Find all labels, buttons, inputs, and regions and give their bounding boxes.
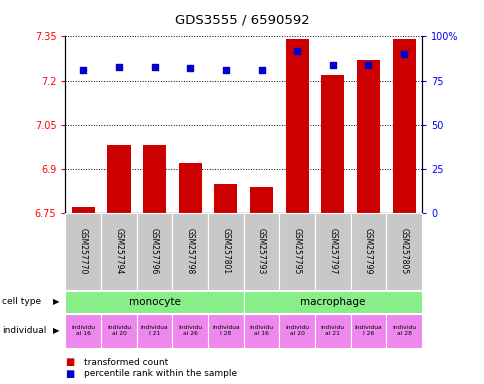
Text: GSM257801: GSM257801 xyxy=(221,228,230,275)
Text: percentile rank within the sample: percentile rank within the sample xyxy=(84,369,237,378)
Text: ▶: ▶ xyxy=(52,297,59,306)
Text: individu
al 26: individu al 26 xyxy=(178,325,202,336)
Bar xyxy=(107,146,130,213)
Text: macrophage: macrophage xyxy=(300,297,365,307)
Text: individu
al 28: individu al 28 xyxy=(392,325,415,336)
Bar xyxy=(143,146,166,213)
Point xyxy=(151,63,158,70)
Text: individu
al 16: individu al 16 xyxy=(249,325,273,336)
Text: individu
al 20: individu al 20 xyxy=(107,325,131,336)
Text: GSM257770: GSM257770 xyxy=(78,228,88,275)
Text: GSM257797: GSM257797 xyxy=(328,228,337,275)
Point xyxy=(399,51,407,57)
Bar xyxy=(320,75,344,213)
Bar xyxy=(178,163,201,213)
Point xyxy=(364,62,372,68)
Text: individu
al 21: individu al 21 xyxy=(320,325,344,336)
Text: individual: individual xyxy=(2,326,46,335)
Text: individua
l 28: individua l 28 xyxy=(212,325,239,336)
Text: ▶: ▶ xyxy=(52,326,59,335)
Bar xyxy=(392,40,415,213)
Text: individu
al 16: individu al 16 xyxy=(71,325,95,336)
Text: transformed count: transformed count xyxy=(84,358,168,367)
Point xyxy=(222,67,229,73)
Text: individua
l 26: individua l 26 xyxy=(354,325,381,336)
Text: cell type: cell type xyxy=(2,297,42,306)
Text: GSM257798: GSM257798 xyxy=(185,228,195,275)
Text: GSM257805: GSM257805 xyxy=(399,228,408,275)
Point xyxy=(293,48,301,54)
Point xyxy=(328,62,336,68)
Text: individua
l 21: individua l 21 xyxy=(140,325,168,336)
Text: GSM257793: GSM257793 xyxy=(257,228,266,275)
Bar xyxy=(285,40,308,213)
Bar xyxy=(214,184,237,213)
Text: ■: ■ xyxy=(65,357,75,367)
Text: GSM257795: GSM257795 xyxy=(292,228,301,275)
Bar xyxy=(356,60,379,213)
Point xyxy=(79,67,87,73)
Text: GDS3555 / 6590592: GDS3555 / 6590592 xyxy=(175,13,309,26)
Bar xyxy=(249,187,272,213)
Text: monocyte: monocyte xyxy=(128,297,180,307)
Text: individu
al 20: individu al 20 xyxy=(285,325,308,336)
Point xyxy=(257,67,265,73)
Bar xyxy=(72,207,95,213)
Text: GSM257794: GSM257794 xyxy=(114,228,123,275)
Text: GSM257796: GSM257796 xyxy=(150,228,159,275)
Text: ■: ■ xyxy=(65,369,75,379)
Point xyxy=(186,65,194,71)
Text: GSM257799: GSM257799 xyxy=(363,228,372,275)
Point xyxy=(115,63,122,70)
